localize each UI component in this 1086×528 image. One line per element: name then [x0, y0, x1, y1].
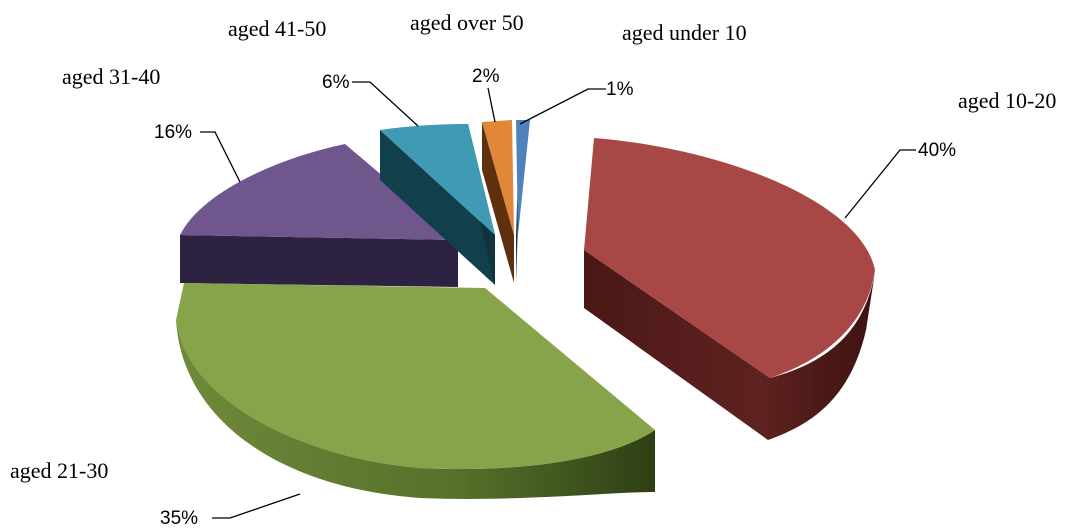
leader-aged-10-20 [844, 149, 916, 219]
pct-aged-21-30: 35% [160, 508, 198, 528]
leader-aged-21-30 [212, 493, 301, 519]
label-aged-41-50: aged 41-50 [228, 16, 326, 41]
leader-aged-31-40 [200, 131, 241, 183]
slice-aged-31-40-top [180, 144, 458, 240]
leader-aged-under-10 [519, 88, 606, 125]
label-aged-under-10: aged under 10 [622, 20, 747, 45]
slice-aged-10-20 [584, 138, 875, 440]
slice-aged-21-30 [176, 283, 655, 499]
pct-aged-41-50: 6% [322, 72, 350, 93]
slice-aged-31-40 [180, 144, 458, 287]
percent-labels: 1% 40% 35% 16% 6% 2% [154, 66, 956, 528]
pct-aged-under-10: 1% [606, 79, 634, 100]
slice-aged-under-10 [516, 120, 530, 282]
slice-aged-41-50 [380, 124, 495, 285]
label-aged-31-40: aged 31-40 [62, 64, 160, 89]
slice-aged-10-20-side [584, 250, 875, 440]
slice-aged-over-50-top [482, 120, 514, 235]
leader-aged-over-50 [487, 87, 496, 123]
slice-aged-10-20-top [584, 138, 875, 378]
slice-aged-21-30-top [176, 283, 655, 470]
leader-lines [200, 81, 916, 519]
slice-aged-over-50 [482, 120, 514, 283]
category-labels: aged under 10 aged 10-20 aged 21-30 aged… [10, 10, 1056, 483]
slice-aged-under-10-top [516, 120, 530, 235]
slice-aged-41-50-side [380, 130, 495, 285]
slice-aged-over-50-side [482, 122, 514, 283]
slice-aged-41-50-top [380, 124, 495, 235]
label-aged-over-50: aged over 50 [410, 10, 524, 35]
slice-aged-31-40-side [180, 235, 458, 287]
label-aged-21-30: aged 21-30 [10, 458, 108, 483]
pct-aged-31-40: 16% [154, 122, 192, 143]
pct-aged-over-50: 2% [472, 66, 500, 87]
leader-aged-41-50 [352, 81, 419, 127]
pct-aged-10-20: 40% [918, 140, 956, 161]
label-aged-10-20: aged 10-20 [958, 88, 1056, 113]
slice-aged-21-30-side [176, 320, 655, 499]
